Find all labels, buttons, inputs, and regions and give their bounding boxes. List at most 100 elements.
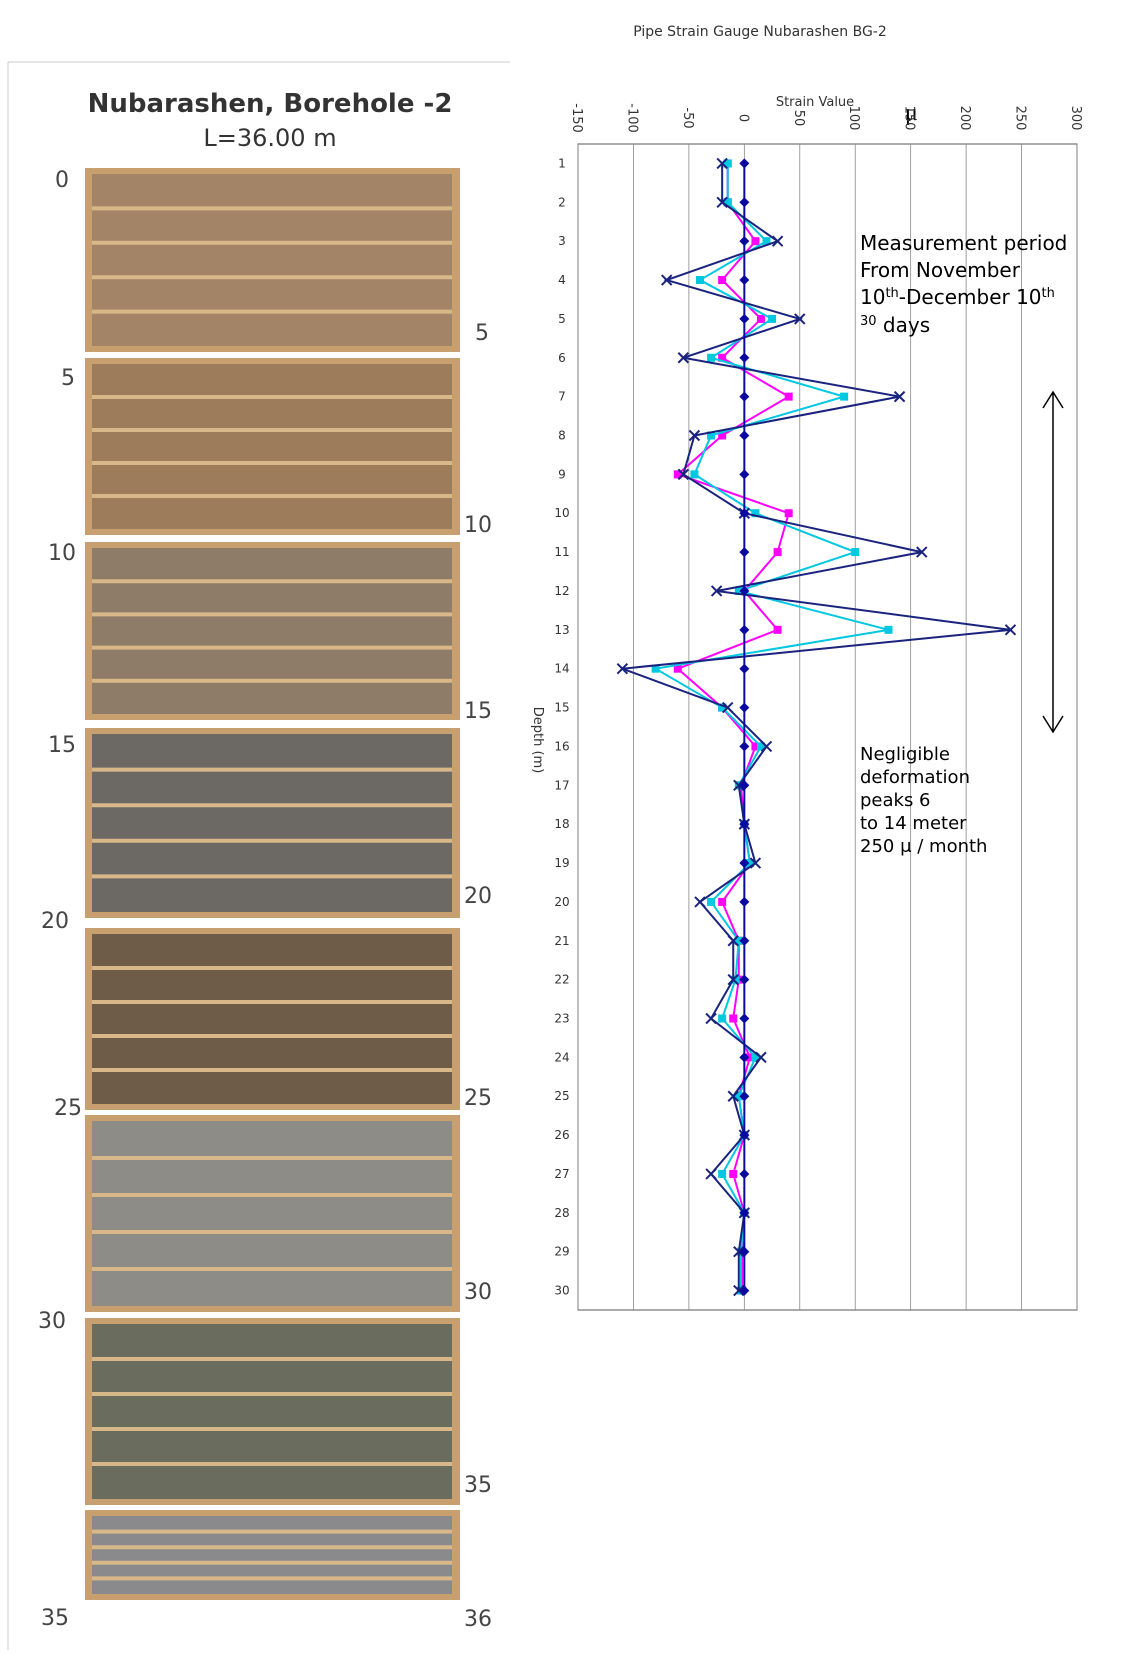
annotation-part: 10 bbox=[860, 285, 885, 309]
y-tick-label: 16 bbox=[554, 739, 569, 753]
core-photo: 0 5 10 15 20 25 30 35 5 10 15 20 25 30 35 36 bbox=[38, 168, 492, 1632]
depth-label: 20 bbox=[464, 884, 492, 909]
x-axis-title: Strain Value bbox=[776, 95, 854, 110]
depth-label: 35 bbox=[41, 1606, 69, 1631]
annotation: Measurement period bbox=[860, 231, 1067, 255]
chart-title: Pipe Strain Gauge Nubarashen BG-2 bbox=[633, 24, 887, 40]
x-tick-label: 250 bbox=[1013, 106, 1028, 131]
core-tray bbox=[92, 1121, 452, 1306]
depth-label: 30 bbox=[464, 1280, 492, 1305]
x-tick-label: 0 bbox=[735, 114, 750, 122]
annotation: From November bbox=[860, 258, 1021, 282]
core-tray bbox=[92, 174, 452, 346]
depth-label: 5 bbox=[475, 321, 489, 346]
x-tick-label: 150 bbox=[902, 106, 917, 131]
x-tick-label: -150 bbox=[569, 103, 584, 133]
depth-label: 0 bbox=[55, 168, 69, 193]
marker bbox=[718, 1170, 726, 1178]
depth-label: 10 bbox=[48, 541, 76, 566]
marker bbox=[768, 315, 776, 323]
marker bbox=[774, 548, 782, 556]
annotation-part: 30 bbox=[860, 314, 877, 329]
y-tick-label: 9 bbox=[558, 467, 566, 481]
marker bbox=[840, 393, 848, 401]
marker bbox=[785, 393, 793, 401]
y-tick-label: 2 bbox=[558, 195, 566, 209]
marker bbox=[707, 354, 715, 362]
y-tick-label: 26 bbox=[554, 1128, 569, 1142]
x-tick-label: 200 bbox=[957, 106, 972, 131]
annotation-part: th bbox=[1042, 286, 1055, 301]
depth-label: 15 bbox=[48, 733, 76, 758]
x-tick-label: 100 bbox=[846, 106, 861, 131]
y-tick-label: 11 bbox=[554, 545, 569, 559]
core-tray bbox=[92, 364, 452, 529]
annotation: to 14 meter bbox=[860, 813, 967, 834]
marker bbox=[785, 509, 793, 517]
core-tray bbox=[92, 734, 452, 912]
annotation-part: th bbox=[885, 286, 898, 301]
depth-label: 36 bbox=[464, 1607, 492, 1632]
marker bbox=[774, 626, 782, 634]
photo-title: Nubarashen, Borehole -2 bbox=[88, 89, 453, 119]
y-tick-label: 18 bbox=[554, 817, 569, 831]
marker bbox=[718, 898, 726, 906]
y-tick-label: 17 bbox=[554, 778, 569, 792]
core-tray bbox=[92, 548, 452, 714]
x-tick-label: -50 bbox=[680, 107, 695, 128]
core-tray bbox=[92, 934, 452, 1104]
photo-subtitle: L=36.00 m bbox=[203, 124, 336, 152]
x-tick-label: 50 bbox=[791, 110, 806, 127]
y-tick-label: 6 bbox=[558, 351, 566, 365]
y-tick-label: 21 bbox=[554, 934, 569, 948]
depth-label: 30 bbox=[38, 1309, 66, 1334]
marker bbox=[757, 315, 765, 323]
annotation: 250 μ / month bbox=[860, 836, 987, 857]
y-tick-label: 12 bbox=[554, 584, 569, 598]
y-tick-label: 8 bbox=[558, 429, 566, 443]
annotation-part: -December 10 bbox=[899, 285, 1042, 309]
core-tray bbox=[92, 1324, 452, 1499]
y-tick-label: 20 bbox=[554, 895, 569, 909]
y-tick-label: 4 bbox=[558, 273, 566, 287]
y-tick-label: 1 bbox=[558, 156, 566, 170]
annotation: Negligible bbox=[860, 744, 950, 765]
depth-label: 25 bbox=[54, 1096, 82, 1121]
marker bbox=[751, 237, 759, 245]
marker bbox=[696, 276, 704, 284]
y-tick-label: 29 bbox=[554, 1245, 569, 1259]
y-tick-label: 13 bbox=[554, 623, 569, 637]
marker bbox=[718, 276, 726, 284]
y-tick-label: 27 bbox=[554, 1167, 569, 1181]
marker bbox=[729, 1170, 737, 1178]
marker bbox=[884, 626, 892, 634]
y-tick-label: 15 bbox=[554, 701, 569, 715]
annotation-part: days bbox=[877, 313, 931, 337]
y-tick-label: 7 bbox=[558, 390, 566, 404]
y-tick-label: 10 bbox=[554, 506, 569, 520]
annotation: peaks 6 bbox=[860, 790, 931, 811]
marker bbox=[690, 470, 698, 478]
marker bbox=[707, 898, 715, 906]
marker bbox=[729, 1015, 737, 1023]
y-tick-label: 3 bbox=[558, 234, 566, 248]
depth-label: 15 bbox=[464, 699, 492, 724]
y-tick-label: 14 bbox=[554, 662, 569, 676]
depth-label: 5 bbox=[61, 366, 75, 391]
y-tick-label: 22 bbox=[554, 973, 569, 987]
depth-label: 35 bbox=[464, 1473, 492, 1498]
x-tick-label: -100 bbox=[624, 103, 639, 133]
y-tick-label: 23 bbox=[554, 1012, 569, 1026]
depth-label: 20 bbox=[41, 909, 69, 934]
y-tick-label: 25 bbox=[554, 1089, 569, 1103]
depth-label: 25 bbox=[464, 1086, 492, 1111]
y-tick-label: 19 bbox=[554, 856, 569, 870]
y-tick-label: 24 bbox=[554, 1050, 569, 1064]
core-tray bbox=[92, 1516, 452, 1594]
y-tick-label: 5 bbox=[558, 312, 566, 326]
depth-label: 10 bbox=[464, 513, 492, 538]
page: Nubarashen, Borehole -2 L=36.00 m 051015… bbox=[0, 0, 1147, 1652]
y-tick-label: 30 bbox=[554, 1284, 569, 1298]
y-tick-label: 28 bbox=[554, 1206, 569, 1220]
y-axis-title: Depth (m) bbox=[530, 707, 545, 774]
